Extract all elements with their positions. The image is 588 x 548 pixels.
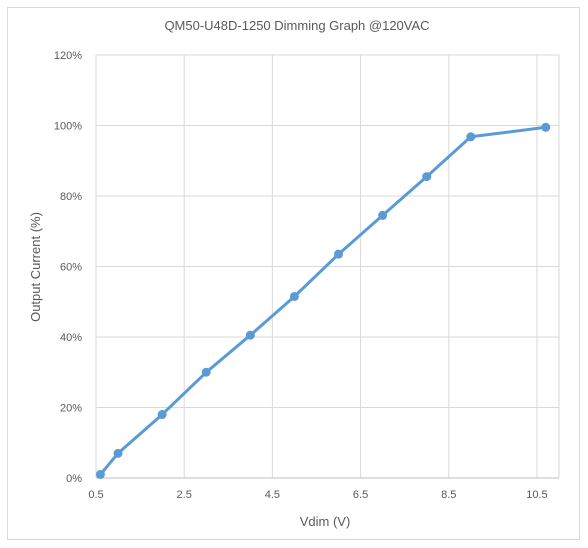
grid — [95, 54, 560, 479]
x-tick-label: 10.5 — [526, 489, 547, 501]
data-point — [466, 132, 476, 142]
data-point — [378, 210, 388, 220]
y-tick-label: 80% — [60, 191, 82, 203]
series-line — [99, 125, 546, 476]
y-tick-label: 40% — [60, 332, 82, 344]
y-tick-label: 60% — [60, 262, 82, 274]
data-point — [289, 291, 299, 301]
chart-title: QM50-U48D-1250 Dimming Graph @120VAC — [164, 18, 429, 33]
data-point — [541, 122, 551, 132]
data-point — [95, 469, 105, 479]
x-tick-label: 6.5 — [353, 489, 368, 501]
y-axis-ticks: 0% 20% 40% 60% 80% 100% 120% — [54, 50, 82, 485]
x-tick-label: 8.5 — [441, 489, 456, 501]
series-group — [95, 122, 551, 479]
data-point — [422, 172, 432, 182]
data-point — [157, 410, 167, 420]
x-tick-label: 0.5 — [88, 489, 103, 501]
data-point — [113, 448, 123, 458]
y-tick-label: 120% — [54, 50, 82, 62]
y-tick-label: 100% — [54, 121, 82, 133]
data-point — [201, 367, 211, 377]
data-point — [245, 330, 255, 340]
y-axis-label: Output Current (%) — [28, 212, 43, 322]
x-tick-label: 4.5 — [265, 489, 280, 501]
y-tick-label: 20% — [60, 403, 82, 415]
x-axis-ticks: 0.5 2.5 4.5 6.5 8.5 10.5 — [88, 489, 547, 501]
y-tick-label: 0% — [66, 473, 82, 485]
x-tick-label: 2.5 — [177, 489, 192, 501]
x-axis-label: Vdim (V) — [300, 514, 351, 529]
data-point — [334, 249, 344, 259]
chart-frame — [7, 7, 580, 540]
